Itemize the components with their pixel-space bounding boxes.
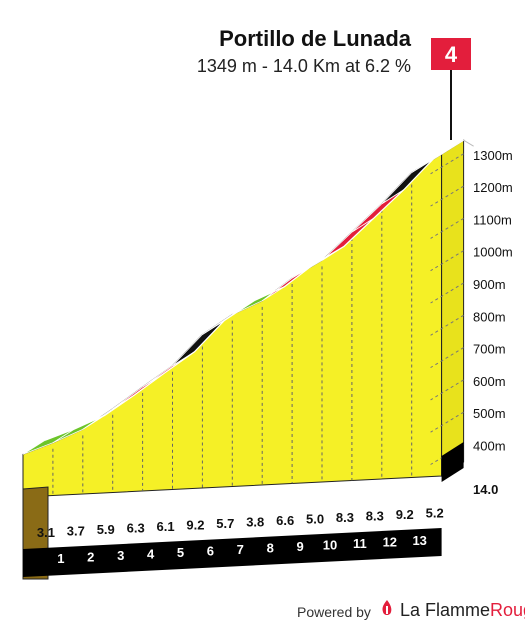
elevation-tick-label: 400m	[473, 439, 506, 454]
elevation-gridline	[430, 250, 464, 272]
elevation-tick-label: 900m	[473, 277, 506, 292]
climb-subtitle: 1349 m - 14.0 Km at 6.2 %	[196, 56, 411, 76]
brand-name-prefix: La Flamme	[400, 600, 491, 620]
gradient-label: 8.3	[336, 510, 354, 525]
elevation-tick-label: 700m	[473, 342, 506, 357]
gradient-label: 5.7	[216, 516, 234, 531]
gradient-label: 6.6	[276, 513, 294, 528]
elevation-tick-label: 1000m	[473, 245, 513, 260]
elevation-gridline	[430, 217, 464, 239]
gradient-label: 3.8	[246, 515, 264, 530]
elevation-tick-label: 500m	[473, 406, 506, 421]
elevation-gridline	[430, 282, 464, 304]
brand-name-suffix: Rouge	[490, 600, 525, 620]
km-label: 4	[147, 547, 155, 562]
elevation-tick-label: 1200m	[473, 180, 513, 195]
km-label: 12	[383, 535, 397, 550]
elevation-gridline	[430, 185, 464, 207]
powered-by-label: Powered by	[297, 604, 371, 620]
elevation-gridline	[430, 314, 464, 336]
category-flag	[431, 38, 471, 70]
elevation-gridline	[430, 379, 464, 401]
profile-area	[22, 153, 443, 498]
elevation-gridline	[430, 153, 464, 175]
climb-title: Portillo de Lunada	[219, 26, 411, 51]
km-base-band	[23, 528, 442, 577]
elevation-gridline	[430, 411, 464, 433]
km-label: 7	[237, 542, 244, 557]
category-flag-label: 4	[445, 42, 458, 67]
elevation-tick-label: 1300m	[473, 148, 513, 163]
profile-side-wall	[441, 139, 465, 477]
brand-logo: La FlammeRouge	[380, 600, 525, 622]
km-label: 6	[207, 544, 214, 559]
summit-edge	[463, 139, 474, 147]
km-label: 3	[117, 548, 124, 563]
elevation-tick-label: 1100m	[473, 212, 512, 227]
gradient-label: 3.7	[67, 524, 85, 539]
flame-icon	[382, 600, 392, 615]
elevation-tick-label: 800m	[473, 309, 506, 324]
km-label: 1	[57, 551, 64, 566]
gradient-label: 3.1	[37, 525, 55, 540]
gradient-label: 5.2	[426, 506, 444, 521]
km-label: 2	[87, 550, 94, 565]
gradient-label: 8.3	[366, 509, 384, 524]
gradient-label: 6.3	[127, 521, 145, 536]
gradient-label: 9.2	[396, 507, 414, 522]
km-base-end	[441, 442, 464, 482]
km-label: 13	[412, 533, 426, 548]
elevation-gridline	[430, 347, 464, 369]
km-label: 8	[267, 541, 274, 556]
elevation-tick-label: 600m	[473, 374, 506, 389]
gradient-label: 9.2	[186, 518, 204, 533]
km-label: 5	[177, 545, 184, 560]
km-label: 9	[296, 539, 303, 554]
gradient-label: 6.1	[157, 519, 175, 534]
profile-top-edge	[44, 139, 464, 441]
total-distance-label: 14.0	[473, 482, 498, 497]
gradient-label: 5.9	[97, 522, 115, 537]
km-label: 11	[353, 536, 367, 551]
km-label: 10	[323, 538, 337, 553]
gradient-label: 5.0	[306, 512, 324, 527]
